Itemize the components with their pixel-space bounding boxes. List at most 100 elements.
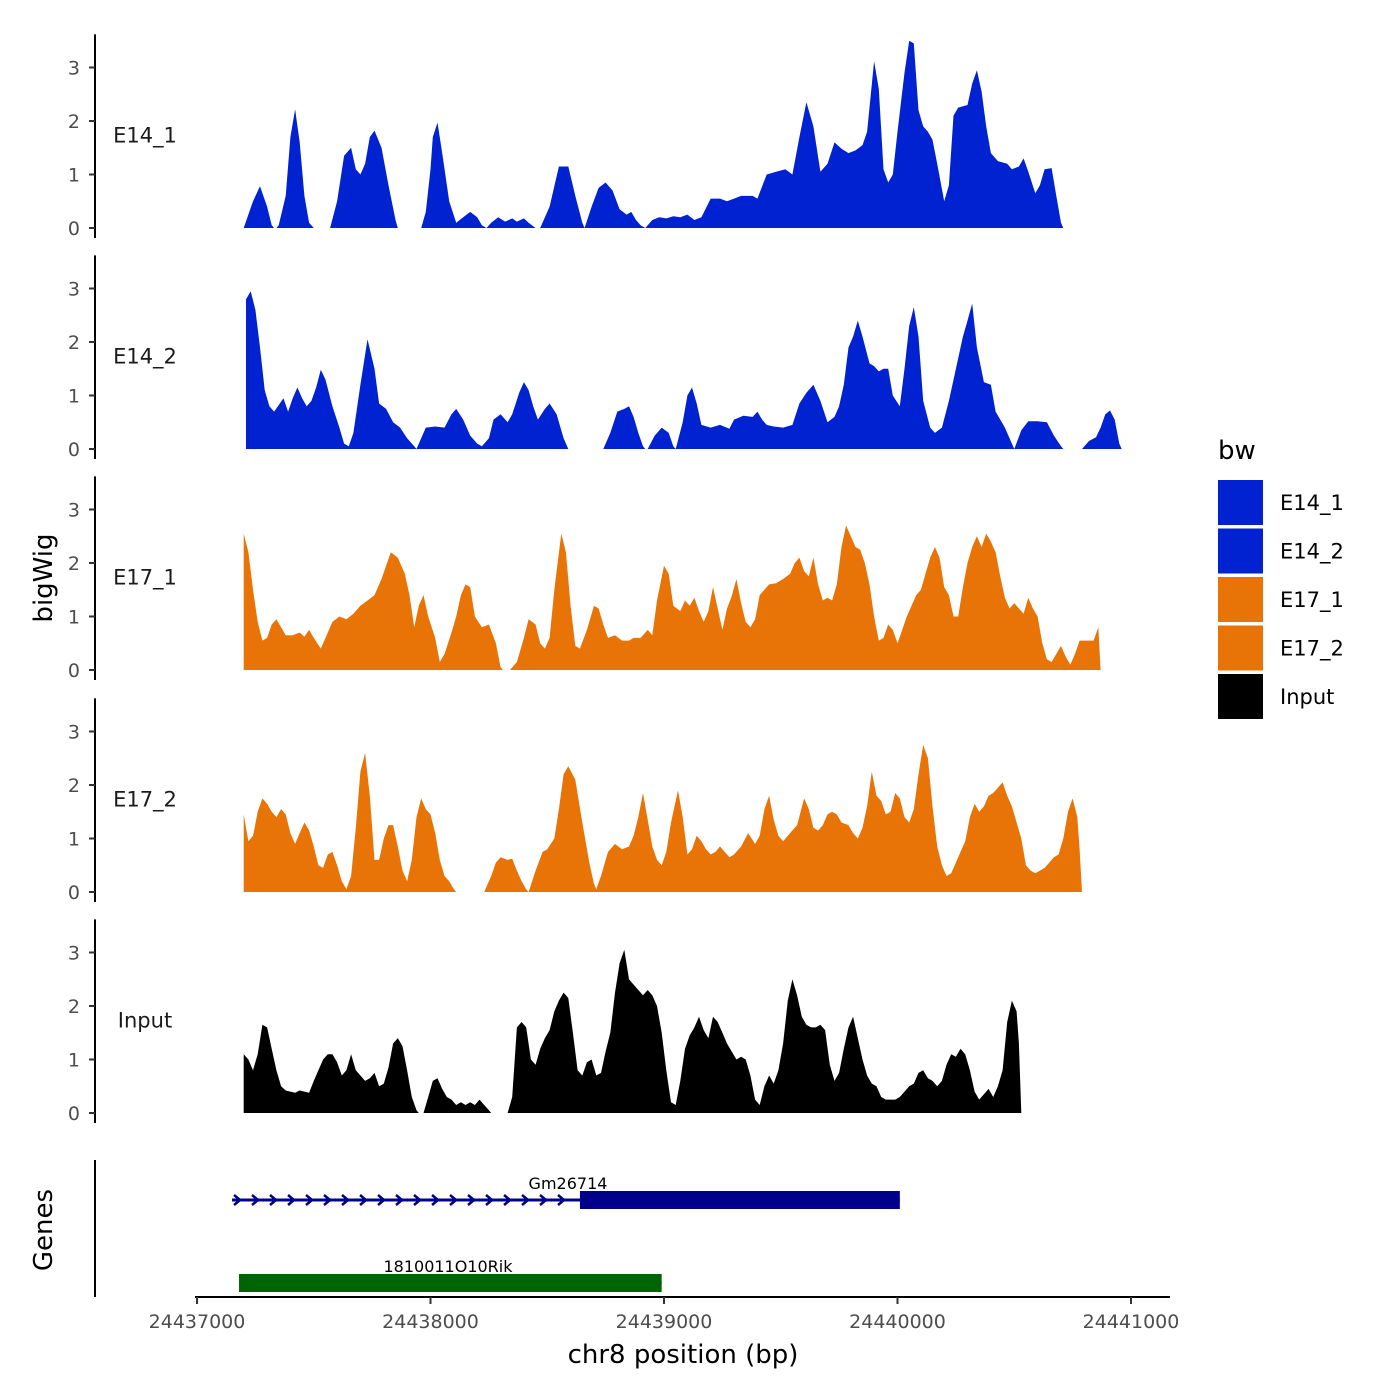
signal-area-E14_2 [647,427,676,449]
x-axis: 24437000 24438000 24439000 24440000 24441000 [149,1296,1180,1333]
y-tick-label: 2 [68,996,80,1018]
legend-label: E14_1 [1280,491,1344,516]
y-tick-label: 3 [68,279,80,301]
signal-area-E14_2 [246,291,417,449]
genes-axis-title: Genes [29,1189,59,1271]
x-axis-title: chr8 position (bp) [568,1340,799,1370]
signal-area-Input [423,1078,492,1113]
strand-arrow [485,1194,494,1206]
gene-label-Gm26714: Gm26714 [529,1174,608,1193]
strand-arrow [467,1194,476,1206]
y-tick-label: 3 [68,58,80,80]
track-E17_2: 0 1 2 3 E17_2 [68,698,1082,904]
x-tick-label: 24437000 [149,1311,246,1333]
legend-item-E17_1: E17_1 [1218,577,1344,622]
signal-tracks: 0 1 2 3 E14_1 0 1 2 3 E14_2 0 1 2 3 E17_1 0 1 2 3 E17_2 0 1 2 3… [68,34,1122,1125]
track-E14_2: 0 1 2 3 E14_2 [68,255,1122,461]
legend-label: E14_2 [1280,540,1344,565]
track-E17_1: 0 1 2 3 E17_1 [68,476,1101,682]
track-E14_1: 0 1 2 3 E14_1 [68,34,1064,240]
x-tick-label: 24440000 [849,1311,946,1333]
y-tick-label: 0 [68,660,80,682]
strand-arrow [413,1194,422,1206]
legend-item-E14_2: E14_2 [1218,528,1344,574]
legend-label: E17_1 [1280,588,1344,613]
y-tick-label: 2 [68,775,80,797]
signal-area-E17_2 [243,752,457,892]
signal-area-E14_1 [540,166,585,228]
track-label-E17_2: E17_2 [113,787,177,812]
track-label-E14_1: E14_1 [113,123,177,148]
gene-label-1810011O10Rik: 1810011O10Rik [383,1257,513,1276]
signal-area-E17_1 [243,533,503,670]
y-tick-label: 1 [68,1050,80,1072]
legend-item-E14_1: E14_1 [1218,480,1344,525]
y-tick-label: 0 [68,1103,80,1125]
track-label-E14_2: E14_2 [113,344,177,369]
legend-title: bw [1218,436,1256,466]
gene-exon [239,1274,662,1292]
strand-arrow [539,1194,548,1206]
signal-area-E14_2 [1014,421,1064,449]
strand-arrow [521,1194,530,1206]
y-tick-label: 1 [68,165,80,187]
strand-arrow [557,1194,566,1206]
signal-area-E14_2 [603,406,646,449]
y-tick-label: 3 [68,943,80,965]
legend-item-Input: Input [1218,674,1334,719]
x-tick-label: 24438000 [382,1311,479,1333]
gene-exon [579,1191,900,1209]
signal-area-E17_2 [528,744,1082,892]
legend-swatch [1218,480,1263,525]
legend-label: E17_2 [1280,637,1344,662]
legend-swatch [1218,577,1263,622]
y-tick-label: 2 [68,553,80,575]
legend: bw E14_1 E14_2 E17_1 E17_2 Input [1218,436,1344,719]
signal-area-E14_1 [486,217,536,228]
y-tick-label: 1 [68,607,80,629]
signal-area-E17_2 [484,857,529,892]
signal-area-E14_2 [416,382,569,449]
y-tick-label: 0 [68,439,80,461]
track-label-Input: Input [118,1008,172,1032]
legend-swatch [1218,625,1263,671]
signal-area-E14_1 [645,40,1064,228]
y-tick-label: 2 [68,332,80,354]
x-tick-label: 24439000 [616,1311,713,1333]
signal-area-E14_1 [584,182,646,228]
y-tick-label: 3 [68,722,80,744]
strand-arrow [395,1194,404,1206]
signal-area-Input [507,949,1022,1113]
signal-area-E14_1 [243,109,314,228]
y-axis-title: bigWig [29,533,59,622]
strand-arrow [269,1194,278,1206]
strand-arrow [359,1194,368,1206]
y-tick-label: 1 [68,386,80,408]
signal-area-E14_2 [1082,410,1122,449]
gene-1810011O10Rik: 1810011O10Rik [239,1257,662,1292]
strand-arrow [251,1194,260,1206]
strand-arrow [323,1194,332,1206]
strand-arrow [305,1194,314,1206]
x-tick-label: 24441000 [1083,1311,1180,1333]
gene-track: Gm26714 1810011O10Rik [94,1160,900,1297]
gene-Gm26714: Gm26714 [232,1174,900,1209]
strand-arrow [431,1194,440,1206]
signal-area-E14_1 [330,130,398,228]
strand-arrow [341,1194,350,1206]
y-tick-label: 0 [68,882,80,904]
strand-arrow [233,1194,242,1206]
strand-arrow [449,1194,458,1206]
y-tick-label: 1 [68,829,80,851]
y-tick-label: 2 [68,111,80,133]
legend-swatch [1218,528,1263,574]
strand-arrow [503,1194,512,1206]
signal-area-E17_1 [509,525,1101,670]
signal-area-Input [243,1024,419,1113]
y-tick-label: 3 [68,500,80,522]
track-Input: 0 1 2 3 Input [68,919,1022,1125]
legend-label: Input [1280,685,1334,709]
legend-item-E17_2: E17_2 [1218,625,1344,671]
signal-area-E14_1 [421,122,487,228]
